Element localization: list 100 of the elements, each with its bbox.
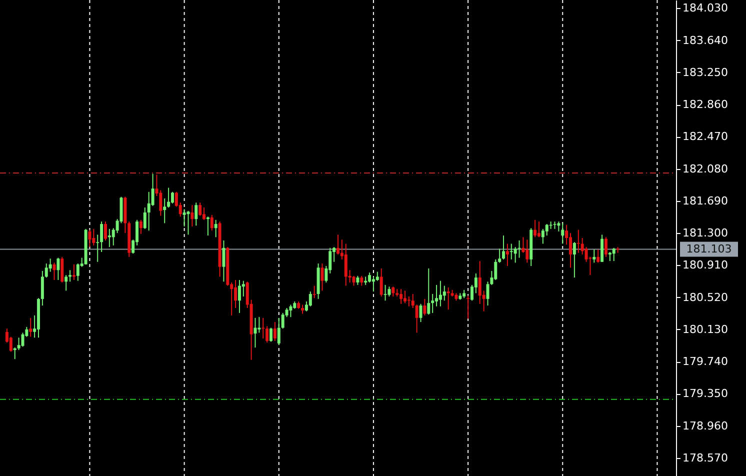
y-tick-label: 182.860 bbox=[682, 98, 728, 112]
candlestick bbox=[415, 304, 418, 334]
candlestick bbox=[388, 286, 391, 297]
candlestick bbox=[494, 258, 498, 280]
candlestick bbox=[411, 294, 414, 308]
candlestick bbox=[360, 275, 364, 286]
candlestick bbox=[147, 191, 150, 232]
candlestick bbox=[604, 236, 608, 258]
candlestick bbox=[435, 284, 438, 307]
candlestick bbox=[163, 198, 166, 224]
candlestick bbox=[143, 207, 146, 230]
candlestick bbox=[13, 347, 16, 360]
candlestick bbox=[104, 221, 107, 241]
y-tick-label: 181.690 bbox=[682, 194, 728, 208]
y-tick-label: 181.300 bbox=[682, 226, 728, 240]
candlestick bbox=[498, 248, 502, 264]
candlestick bbox=[273, 322, 276, 342]
candlestick bbox=[561, 222, 564, 244]
candlestick bbox=[44, 263, 48, 278]
candlestick bbox=[442, 285, 446, 302]
ref-line-label: 181.103 bbox=[686, 242, 732, 256]
candlestick bbox=[506, 243, 509, 266]
candlestick bbox=[336, 234, 340, 255]
candlestick bbox=[234, 280, 238, 308]
candlestick bbox=[545, 224, 548, 236]
candlestick bbox=[242, 280, 245, 297]
candlestick bbox=[534, 219, 537, 238]
candlestick bbox=[170, 191, 174, 204]
candlestick bbox=[400, 288, 403, 304]
candlestick bbox=[48, 258, 52, 272]
candlestick bbox=[423, 298, 426, 316]
candlestick bbox=[541, 228, 544, 244]
candlestick bbox=[312, 285, 316, 299]
candlestick bbox=[612, 247, 616, 262]
candlestick bbox=[159, 190, 162, 216]
candlestick bbox=[368, 272, 372, 283]
y-tick-label: 184.030 bbox=[682, 2, 728, 15]
candlestick bbox=[60, 256, 64, 283]
y-tick-label: 178.570 bbox=[682, 451, 728, 464]
candlestick bbox=[29, 317, 32, 338]
candlestick bbox=[198, 202, 202, 216]
candlestick bbox=[270, 327, 273, 342]
y-tick-label: 178.960 bbox=[682, 419, 728, 432]
candlestick bbox=[52, 262, 56, 280]
candlestick bbox=[308, 291, 312, 307]
candlestick bbox=[9, 336, 12, 352]
candlestick bbox=[40, 270, 44, 306]
candlestick bbox=[186, 210, 190, 236]
candlestick bbox=[238, 280, 241, 314]
candlestick bbox=[596, 249, 600, 264]
candlestick bbox=[514, 246, 517, 264]
candlestick bbox=[526, 239, 529, 264]
y-tick-label: 180.130 bbox=[682, 322, 728, 336]
y-tick-label: 182.080 bbox=[682, 162, 728, 176]
candlestick bbox=[96, 234, 100, 262]
candlestick bbox=[537, 221, 540, 238]
candlestick bbox=[72, 264, 76, 280]
candlestick bbox=[608, 252, 612, 262]
candlestick bbox=[202, 207, 206, 220]
candlestick bbox=[277, 317, 280, 346]
candlestick bbox=[266, 326, 269, 344]
candlestick bbox=[21, 332, 24, 348]
candlestick bbox=[557, 221, 560, 232]
y-tick-label: 183.640 bbox=[682, 34, 728, 47]
y-tick-label: 180.910 bbox=[682, 258, 728, 272]
candlestick bbox=[68, 270, 72, 282]
candlestick bbox=[427, 268, 430, 316]
candlestick bbox=[108, 228, 111, 248]
candlestick bbox=[344, 243, 348, 286]
candlestick bbox=[592, 249, 596, 264]
candlestick bbox=[222, 240, 226, 282]
candlestick bbox=[356, 275, 360, 286]
candlestick bbox=[214, 219, 218, 238]
candlestick bbox=[301, 304, 304, 314]
candlestick bbox=[600, 234, 604, 262]
candlestick bbox=[569, 232, 572, 268]
candlestick bbox=[438, 280, 442, 307]
y-tick-label: 180.520 bbox=[682, 290, 728, 304]
candlestick bbox=[206, 216, 210, 236]
candlestick bbox=[419, 303, 422, 322]
y-tick-label: 183.250 bbox=[682, 66, 728, 79]
y-tick-label: 179.740 bbox=[682, 355, 728, 368]
candlestick bbox=[403, 290, 406, 304]
y-tick-label: 182.470 bbox=[682, 130, 728, 144]
candlestick bbox=[392, 286, 395, 297]
candlestick bbox=[64, 274, 68, 292]
candlestick bbox=[289, 304, 292, 318]
candlestick bbox=[190, 204, 194, 227]
candlestick bbox=[572, 242, 576, 278]
candlestick bbox=[431, 294, 434, 314]
candlestick bbox=[92, 228, 96, 246]
candlestick bbox=[254, 317, 257, 348]
candlestick bbox=[380, 268, 383, 297]
candlestick bbox=[167, 187, 170, 208]
candlestick bbox=[56, 257, 60, 280]
candlestick bbox=[478, 260, 482, 304]
candlestick bbox=[384, 284, 387, 302]
candlestick bbox=[466, 295, 470, 320]
candlestick bbox=[502, 235, 506, 260]
candlestick bbox=[88, 229, 92, 248]
